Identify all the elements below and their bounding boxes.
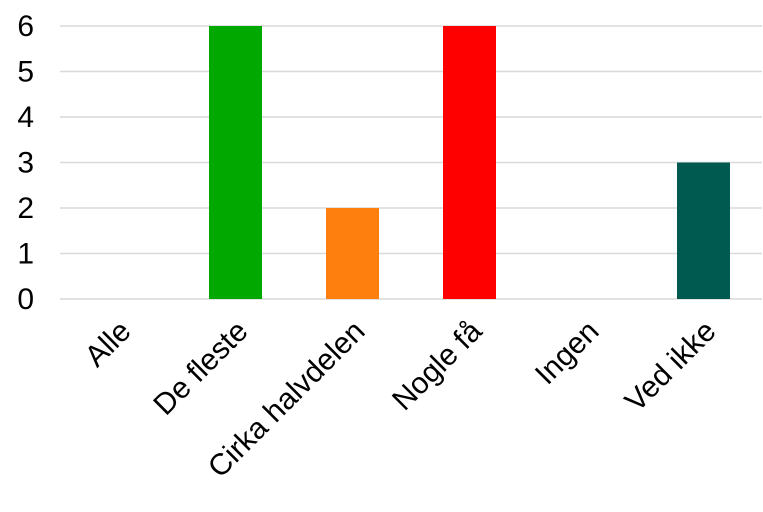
y-tick-label: 4	[17, 101, 34, 134]
bars	[209, 26, 730, 299]
bar-de-fleste	[209, 26, 262, 299]
x-category-label: De fleste	[147, 315, 254, 422]
x-category-label: Alle	[79, 315, 138, 374]
y-tick-label: 1	[17, 238, 34, 271]
y-axis-tick-labels: 0 1 2 3 4 5 6	[17, 10, 34, 316]
bar-nogle-få	[443, 26, 496, 299]
y-tick-label: 3	[17, 147, 34, 180]
bar-cirka-halvdelen	[326, 208, 379, 299]
y-tick-label: 0	[17, 283, 34, 316]
x-category-label: Ved ikke	[619, 315, 723, 419]
x-category-label: Ingen	[529, 315, 605, 391]
gridlines	[60, 25, 762, 300]
x-category-label: Nogle få	[386, 314, 489, 417]
y-tick-label: 5	[17, 56, 34, 89]
bar-ved-ikke	[677, 162, 730, 299]
y-tick-label: 2	[17, 192, 34, 225]
y-tick-label: 6	[17, 10, 34, 43]
